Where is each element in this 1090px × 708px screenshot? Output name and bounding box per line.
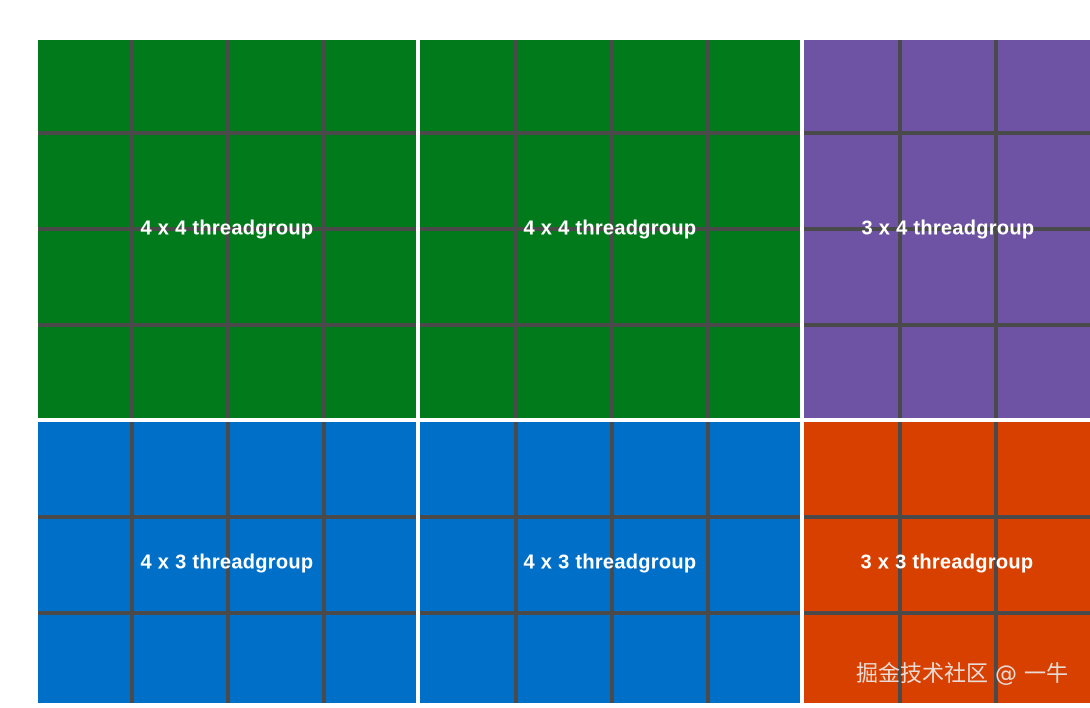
grid-line: [706, 422, 710, 703]
grid-line: [804, 611, 1090, 615]
grid-line: [514, 422, 518, 703]
threadgroup-label: 4 x 3 threadgroup: [140, 551, 314, 573]
grid-line: [38, 227, 416, 231]
threadgroup-label: 4 x 3 threadgroup: [523, 551, 697, 573]
watermark: 掘金技术社区 @ 一牛: [856, 662, 1068, 687]
grid-line: [322, 422, 326, 703]
threadgroup-block-6: 3 x 3 threadgroup: [804, 422, 1090, 703]
grid-line: [38, 131, 416, 135]
grid-line: [804, 515, 1090, 519]
threadgroup-label: 4 x 4 threadgroup: [523, 217, 697, 240]
grid-line: [994, 422, 998, 703]
grid-line: [38, 611, 416, 615]
threadgroup-label: 3 x 3 threadgroup: [860, 551, 1034, 573]
grid-line: [420, 131, 800, 135]
threadgroup-label: 3 x 4 threadgroup: [861, 217, 1035, 240]
threadgroup-block-3: 3 x 4 threadgroup: [804, 40, 1090, 418]
grid-line: [420, 611, 800, 615]
grid-line: [420, 227, 800, 231]
grid-line: [804, 323, 1090, 327]
grid-line: [226, 422, 230, 703]
grid-line: [420, 323, 800, 327]
grid-line: [130, 422, 134, 703]
grid-line: [38, 515, 416, 519]
threadgroup-label: 4 x 4 threadgroup: [140, 217, 314, 240]
grid-line: [804, 131, 1090, 135]
grid-line: [38, 323, 416, 327]
grid-line: [420, 515, 800, 519]
grid-line: [898, 422, 902, 703]
grid-line: [610, 422, 614, 703]
grid-line: [804, 227, 1090, 231]
